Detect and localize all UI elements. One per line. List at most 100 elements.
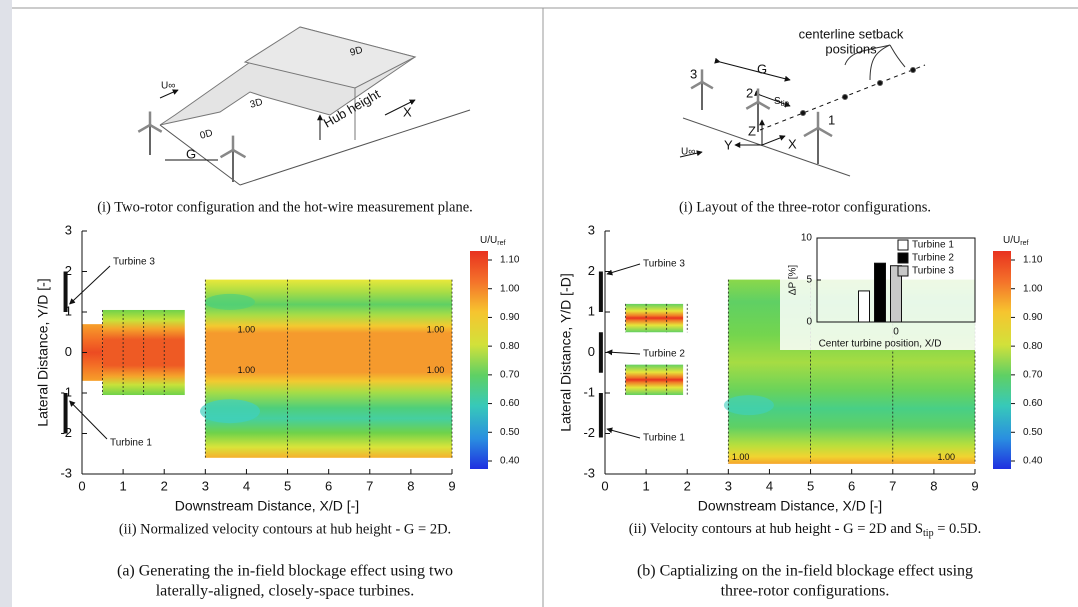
turbine-blade (746, 102, 758, 109)
y-tick-label: 10 (801, 233, 813, 244)
y-tick-label: -3 (60, 465, 72, 480)
colorbar-tick-label: 0.70 (1023, 369, 1043, 380)
panel-caption: (a) Generating the in-field blockage eff… (117, 563, 453, 580)
x-tick-label: 1 (642, 478, 649, 493)
plane-label: 3D (249, 97, 264, 111)
colorbar-tick-label: 0.60 (1023, 398, 1043, 409)
axis-label: X (403, 104, 412, 119)
y-tick-label: 5 (806, 275, 812, 286)
legend-label: Turbine 2 (912, 253, 954, 264)
x-tick-label: 2 (684, 478, 691, 493)
turbine-arrow (70, 266, 110, 304)
contour-blob (205, 294, 255, 310)
u-inf: U∞ (161, 81, 175, 92)
x-tick-label: 9 (448, 478, 455, 493)
y-tick-label: 3 (588, 222, 595, 237)
y-tick-label: 0 (806, 317, 812, 328)
x-tick-label: 4 (766, 478, 773, 493)
x-tick-label: 0 (893, 327, 899, 338)
turbine-blade (804, 128, 818, 136)
colorbar-tick-label: 0.70 (500, 369, 520, 380)
colorbar-title-sub: ref (1020, 240, 1028, 247)
turbine-number: 3 (690, 66, 697, 81)
caption-part: (ii) Velocity contours at hub height - G… (629, 521, 923, 537)
x-tick-label: 9 (971, 478, 978, 493)
x-tick-label: 7 (889, 478, 896, 493)
turbine-blade (758, 102, 770, 109)
x-tick-label: 3 (202, 478, 209, 493)
x-tick-label: 4 (243, 478, 250, 493)
turbine-blade (233, 150, 245, 157)
colorbar-tick-label: 0.50 (1023, 427, 1043, 438)
axis-label: Z (748, 123, 756, 138)
turbine-blade (691, 82, 702, 88)
stip-label: Stip (774, 96, 790, 108)
y-tick-label: 2 (588, 263, 595, 278)
schematic-left (160, 27, 470, 185)
y-axis-label: Lateral Distance, Y/D [-] (35, 278, 51, 426)
callout: positions (825, 41, 877, 56)
colorbar-tick-label: 0.80 (1023, 341, 1043, 352)
y-tick-label: -2 (60, 425, 72, 440)
caption-part: = 0.5D. (934, 521, 982, 537)
x-tick-label: 1 (119, 478, 126, 493)
colorbar-tick-label: 1.00 (500, 283, 520, 294)
colorbar (470, 251, 488, 469)
contour-label: 1.00 (732, 452, 750, 462)
colorbar-tick-label: 0.50 (500, 427, 520, 438)
colorbar-tick-label: 0.40 (500, 456, 520, 467)
x-tick-label: 5 (807, 478, 814, 493)
x-axis-label: Downstream Distance, X/D [-] (175, 498, 359, 514)
y-tick-label: 0 (65, 344, 72, 359)
turbine-label: Turbine 3 (643, 259, 685, 270)
turbine-blade (138, 125, 150, 132)
colorbar-tick-label: 0.40 (1023, 456, 1043, 467)
turbine-label: Turbine 1 (643, 433, 685, 444)
axis-label: Y (724, 137, 733, 152)
colorbar-tick-label: 0.90 (1023, 312, 1043, 323)
legend-swatch (898, 266, 908, 276)
colorbar-title: U/Uref (480, 235, 505, 247)
y-tick-label: 0 (588, 344, 595, 359)
contour-label: 1.00 (427, 325, 445, 335)
x-tick-label: 8 (407, 478, 414, 493)
colorbar-tick-label: 1.00 (1023, 283, 1043, 294)
caption: (i) Layout of the three-rotor configurat… (679, 199, 931, 215)
colorbar-title: U/Uref (1003, 235, 1028, 247)
caption-sub: tip (923, 528, 934, 539)
turbine-arrow (607, 429, 640, 438)
x-tick-label: 3 (725, 478, 732, 493)
turbine-label: Turbine 1 (110, 438, 152, 449)
contour-blob (200, 399, 260, 423)
y-tick-label: 1 (588, 303, 595, 318)
y-axis-label: Lateral Distance, Y/D [-D] (558, 273, 574, 431)
x-tick-label: 8 (930, 478, 937, 493)
y-tick-label: -1 (583, 384, 595, 399)
colorbar-title-main: U/U (480, 235, 497, 246)
y-tick-label: 3 (65, 222, 72, 237)
x-tick-label: 0 (601, 478, 608, 493)
y-tick-label: 1 (65, 303, 72, 318)
y-tick-label: -1 (60, 384, 72, 399)
panel-caption: three-rotor configurations. (721, 583, 890, 600)
figure: U∞ 9D 3D 0D G Hub height X (i) Two-rotor… (0, 0, 1078, 607)
contour-label: 1.00 (937, 452, 955, 462)
panel-caption: laterally-aligned, closely-space turbine… (156, 583, 415, 600)
turbine-label: Turbine 3 (113, 257, 155, 268)
turbine-arrow (607, 264, 640, 274)
u-inf: U∞ (681, 147, 695, 158)
y-tick-label: 2 (65, 263, 72, 278)
gap-label: G (757, 61, 767, 76)
x-tick-label: 2 (161, 478, 168, 493)
y-tick-label: -3 (583, 465, 595, 480)
turbine-arrow (70, 401, 107, 439)
contour-field (626, 304, 684, 332)
colorbar (993, 251, 1011, 469)
contour-label: 1.00 (238, 365, 256, 375)
caption: (ii) Velocity contours at hub height - G… (629, 521, 981, 539)
y-tick-label: -2 (583, 425, 595, 440)
colorbar-tick-label: 1.10 (500, 255, 520, 266)
legend-swatch (898, 253, 908, 263)
colorbar-tick-label: 0.60 (500, 398, 520, 409)
x-tick-label: 6 (325, 478, 332, 493)
